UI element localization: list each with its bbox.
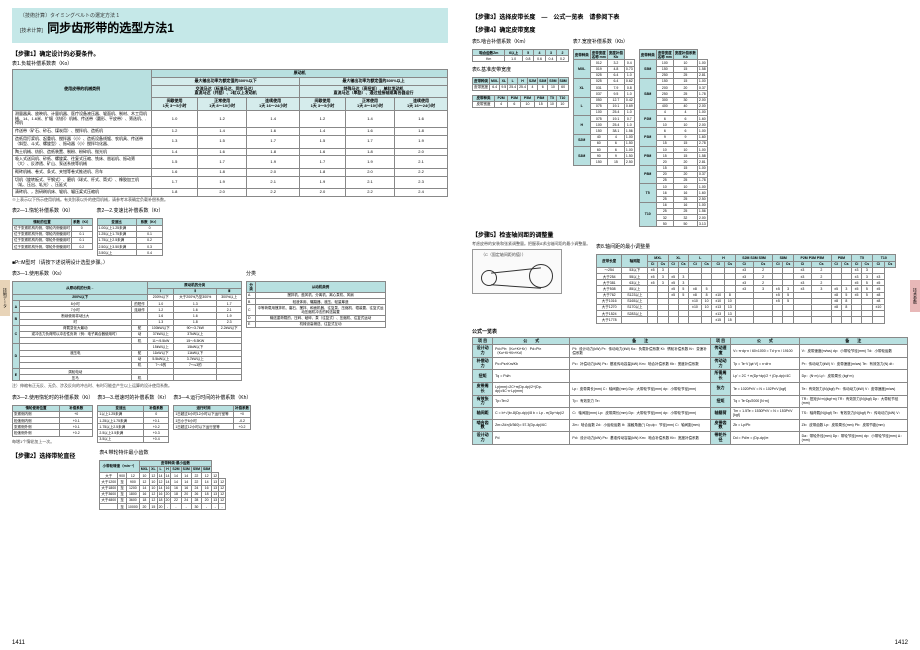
- tbl3-2-cap: 表3―2.使用惰轮时的补偿系数（Ki）: [12, 394, 93, 401]
- step5-note: 考虑皮带的安装和张紧调整量。把握表8求出轴间距的最小调整量。: [472, 241, 592, 246]
- table5: 啮合齿数Zm6以上5432Km1.00.80.60.40.2: [472, 49, 569, 62]
- step3: 【步骤3】选择皮带长度 ― 公式一览表 请参阅下表: [472, 12, 908, 21]
- table3-2: 惰轮使用位置补偿系数张紧侧内侧+0松弛侧内侧+0.1张紧侧外侧+0.1松弛侧外侧…: [12, 405, 93, 437]
- table3-3: 变速比补偿系数1以上1.25未满01.25以上1.75未满+0.11.75以上2…: [97, 405, 169, 443]
- table3-4: 运行时间补偿系数1日超过6小时12小时以下运行室等+01日小于6小时-0.21日…: [173, 405, 251, 431]
- header: 〔技術計算〕タイミングベルトの選定方法 1 [技术计算] 同步齿形带的选型方法1: [12, 8, 448, 43]
- tbl1-cap: 表1.负载补偿系数表（Ko）: [12, 60, 448, 67]
- tbl-cls-cap: 分类: [246, 270, 386, 277]
- tbl4-cap: 表4.带轮特许最小齿数: [99, 449, 226, 456]
- tbl3-4-cap: 表3―4.运行时间的补偿系数（Kh）: [173, 394, 251, 401]
- tbl5-cap: 表5.啮合补偿系数（Km）: [472, 38, 569, 45]
- table8: 皮带长度轴间距MXLXLLHS2M S3M S5MS8MP2M P3M P5MP…: [596, 254, 896, 323]
- pm-note: ■P□M型时（请按下述说明设计选型步骤。）: [12, 259, 448, 266]
- tbl3-1-note: 注）伸缩有正无反、无负、涉及反向的冲击时、有时可能会产生以上运算的设计使用系数。: [12, 383, 242, 388]
- formula-cap: 公式一览表: [472, 328, 908, 335]
- tbl3-1-cap: 表3―1.使用系数（Ks）: [12, 270, 242, 277]
- header-jp: 〔技術計算〕タイミングベルトの選定方法 1: [20, 12, 440, 19]
- tbl2-1-cap: 表2―1.惰轮补偿系数（Ki）: [12, 207, 93, 214]
- tbl3-3-cap: 表3―3.增速时的补偿系数（Kr）: [97, 394, 169, 401]
- step2: 【步骤2】选择带轮直径: [12, 451, 75, 460]
- table6b: 皮带种类P2MP3MP5MP8MT5T10皮带宽度4610151010: [472, 95, 569, 108]
- page-num-left: 1411: [12, 640, 25, 646]
- belt-diagram: （C（固定轴间距的值））: [472, 249, 562, 294]
- tbl1-note: ※上表示以下所示使用机械。有关别表以外的使用机械，请参考本表确定负载补偿系数。: [12, 197, 448, 202]
- table6: 皮带种类MXLXLLHS2MS3MS5MS8M皮带宽度6.49.525.425.…: [472, 77, 569, 90]
- tbl2-2-cap: 表2―2.变速比补偿系数（Kr）: [97, 207, 164, 214]
- table1: 使用皮带的机械类例原动机 最大输出功率为额定值的300%以下最大输出功率为额定值…: [12, 69, 448, 197]
- step1: 【步骤1】确定设计的必要条件。: [12, 49, 448, 58]
- tbl8-cap: 表8.轴间距的最小调整量: [596, 243, 896, 250]
- table4: 小带轮转速（min⁻¹）皮带种类·最小齿数MXLXLLHS2MS3MS5MS8M…: [99, 460, 226, 511]
- tbl3-2-note: 每增1个惰轮加上一次。: [12, 439, 93, 444]
- tbl7-cap: 表7.宽度补偿系数（Kb）: [573, 38, 708, 45]
- table3-1: 从原动机的分类→原动机的分类 ⅠⅡⅢ 200%以下200%以下大于200%乃至3…: [12, 281, 242, 381]
- formula-table: 项 目公 式备 注项 目公 式备 注设计动力Pd=Pt×（Ko+Ki+Kr） P…: [472, 337, 908, 445]
- table7a: 皮带种类皮带宽度名称 mm宽度补偿KbMXL0123.20.40194.80.7…: [573, 49, 635, 166]
- header-cn-label: [技术计算]: [20, 28, 43, 34]
- step4: 【步骤4】确定皮带宽度: [472, 25, 908, 34]
- side-tab-left: 技術データ: [0, 280, 10, 316]
- step5: 【步骤5】检查轴间距的调整量: [472, 230, 908, 239]
- table7b: 皮带种类皮带宽度名称 mm宽度补偿系数KbS5M100101.00150151.…: [639, 49, 708, 227]
- header-title: 同步齿形带的选型方法1: [47, 21, 174, 35]
- table-cls: 分类从动机类例A搅拌机、鼓风机、分离机、离心泵机、风扇B轻液体用、碾磨器、液压、…: [246, 281, 386, 328]
- table2-2: 变速比系数（Kr）1.00以上1.25未满01.25以上1.75未满0.11.7…: [97, 218, 164, 256]
- tbl6-cap: 表6.基准皮带宽度: [472, 66, 569, 73]
- table2-1: 惰轮的位置系数（Ki）位于张紧机构内侧，带轮内侧使用时0位于张紧机构外侧，带轮内…: [12, 218, 93, 250]
- side-tab-right: 技术参数: [910, 280, 920, 312]
- page-num-right: 1412: [895, 640, 908, 646]
